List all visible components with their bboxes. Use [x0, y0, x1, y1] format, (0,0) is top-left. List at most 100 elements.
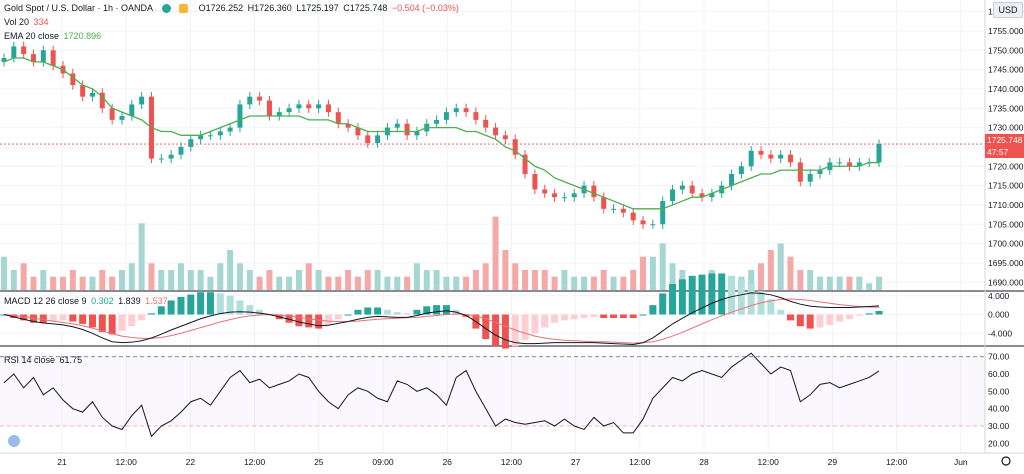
macd-histogram-bar — [796, 314, 804, 327]
rsi-tick-label: 20.00 — [988, 438, 1010, 448]
volume-bar — [354, 276, 361, 290]
macd-histogram-bar — [197, 292, 205, 315]
macd-histogram-bar — [256, 309, 264, 315]
rsi-band — [0, 356, 985, 426]
volume-bar — [335, 276, 342, 290]
volume-bar — [777, 243, 784, 290]
candle-body — [99, 92, 105, 109]
candle-body — [394, 123, 400, 128]
candle-body — [758, 150, 764, 155]
macd-histogram-bar — [383, 309, 391, 315]
candle-body — [512, 139, 518, 155]
price-tick-label: 1720.000 — [988, 161, 1024, 171]
alert-icon[interactable] — [179, 4, 189, 14]
candle-body — [542, 189, 548, 194]
macd-histogram-bar — [59, 314, 67, 321]
candle-body — [611, 208, 617, 210]
volume-bar — [394, 276, 401, 290]
macd-histogram-bar — [580, 314, 588, 319]
macd-legend[interactable]: MACD 12 26 close 9 0.302 1.839 1.537 — [4, 296, 170, 306]
candle-body — [404, 123, 410, 136]
candle-body — [11, 46, 17, 58]
price-tick-label: 1745.000 — [988, 65, 1024, 75]
candle-body — [207, 135, 213, 137]
ohlc-low: L1725.197 — [296, 3, 339, 13]
volume-bar — [1, 256, 7, 290]
candle-body — [699, 193, 705, 198]
price-tick-label: 1690.000 — [988, 277, 1024, 287]
volume-bar — [276, 276, 283, 290]
volume-bar — [413, 263, 420, 290]
candle-body — [286, 108, 292, 113]
macd-histogram-bar — [324, 314, 332, 326]
volume-bar — [590, 276, 597, 290]
macd-histogram-bar — [442, 305, 450, 315]
volume-bar — [866, 283, 873, 290]
price-tick-label: 1755.000 — [988, 26, 1024, 36]
volume-legend-label: Vol 20 — [4, 17, 30, 27]
volume-bar — [128, 263, 135, 290]
tradingview-logo-icon — [8, 435, 20, 447]
volume-legend-value: 334 — [33, 17, 49, 27]
volume-bar — [286, 276, 293, 290]
macd-histogram-bar — [364, 307, 372, 315]
volume-bar — [79, 276, 86, 290]
macd-histogram-bar — [98, 314, 106, 333]
macd-tick-label: 0.000 — [988, 310, 1010, 320]
candle-body — [178, 146, 184, 155]
candle-body — [778, 154, 784, 159]
macd-histogram-bar — [206, 292, 214, 315]
time-axis-label: 12:00 — [758, 457, 780, 467]
candle-body — [561, 197, 567, 199]
macd-histogram-bar — [236, 300, 244, 315]
candle-body — [345, 123, 351, 128]
volume-bar — [669, 263, 676, 290]
candle-body — [139, 96, 145, 105]
candle-body — [109, 108, 115, 120]
bar-countdown: 47:57 — [985, 146, 1024, 158]
ema-legend[interactable]: EMA 20 close 1720.896 — [4, 31, 103, 41]
macd-histogram-bar — [590, 314, 598, 317]
volume-legend[interactable]: Vol 20 334 — [4, 17, 51, 27]
volume-bar — [826, 276, 833, 290]
candle-body — [119, 116, 125, 120]
rsi-tick-label: 30.00 — [988, 421, 1010, 431]
rsi-legend[interactable]: RSI 14 close 61.75 — [4, 355, 84, 365]
candle-body — [748, 150, 754, 167]
volume-bar — [787, 256, 794, 290]
candle-body — [316, 104, 322, 109]
candle-body — [483, 119, 489, 128]
candle-body — [335, 112, 341, 124]
visibility-icon[interactable] — [161, 4, 171, 14]
volume-bar — [305, 263, 312, 290]
macd-histogram-bar — [354, 309, 362, 315]
macd-histogram-bar — [669, 284, 677, 315]
volume-bar — [10, 270, 17, 290]
macd-histogram-bar — [865, 313, 873, 315]
macd-tick-label: 4.000 — [988, 291, 1010, 301]
currency-badge[interactable]: USD — [993, 2, 1023, 18]
volume-bar — [177, 263, 184, 290]
time-axis-label: 12:00 — [116, 457, 138, 467]
macd-histogram-bar — [69, 314, 77, 322]
macd-histogram-bar — [767, 299, 775, 315]
symbol-legend[interactable]: Gold Spot / U.S. Dollar · 1h · OANDA O17… — [4, 3, 461, 14]
candle-body — [532, 174, 538, 190]
volume-bar — [207, 276, 214, 290]
macd-histogram-bar — [147, 313, 155, 315]
candle-body — [670, 189, 676, 202]
macd-histogram-bar — [806, 314, 814, 329]
candle-body — [306, 104, 312, 109]
candle-body — [325, 104, 331, 113]
volume-bar — [109, 276, 116, 290]
macd-histogram-bar — [79, 314, 87, 324]
price-tick-label: 1695.000 — [988, 258, 1024, 268]
macd-histogram-bar — [688, 275, 696, 315]
volume-bar — [59, 276, 66, 290]
time-axis-label: 12:00 — [501, 457, 523, 467]
macd-line — [3, 292, 880, 346]
candle-body — [247, 96, 253, 105]
volume-bar — [227, 250, 234, 290]
